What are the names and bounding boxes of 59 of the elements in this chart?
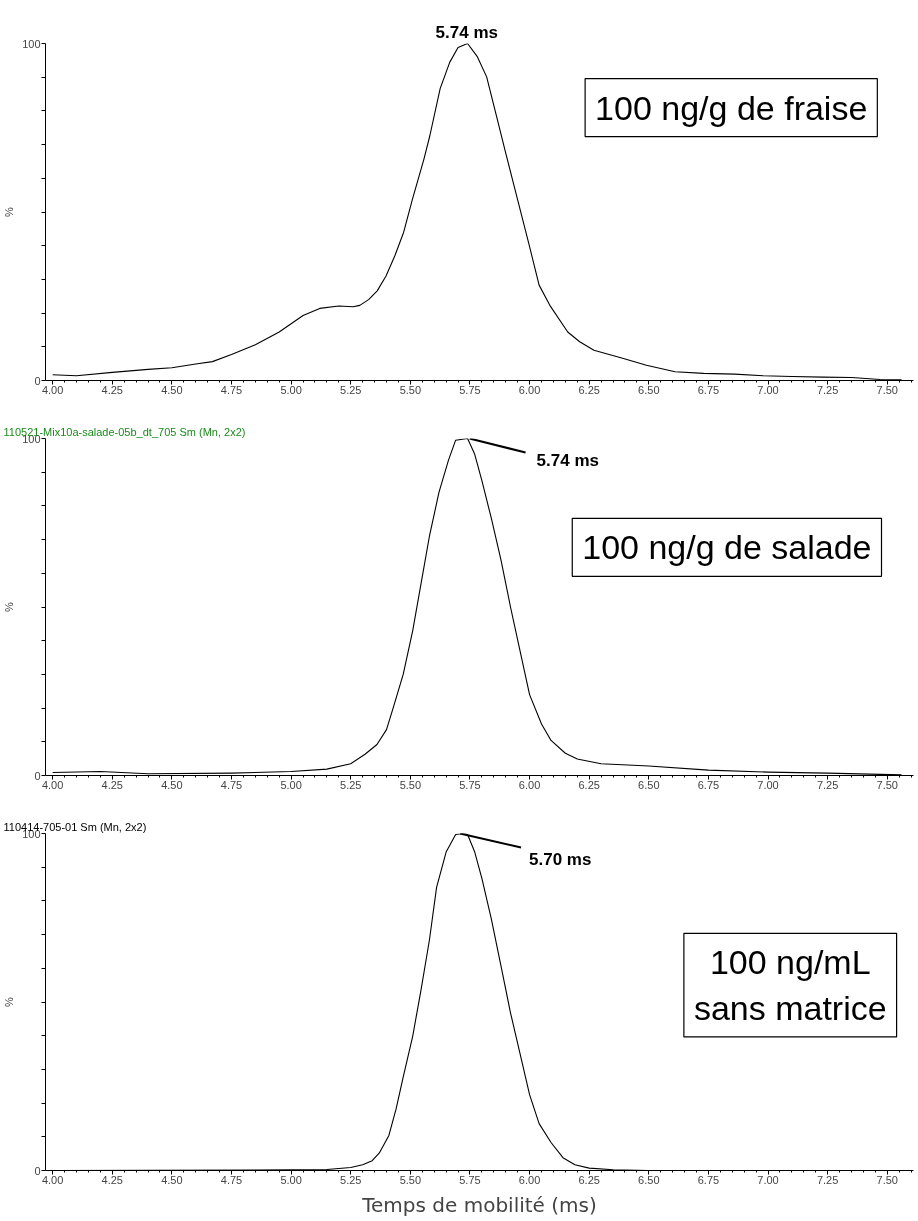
x-tick-label: 7.00 (757, 1173, 779, 1186)
x-tick-label: 7.25 (816, 383, 839, 396)
annotation: 100 ng/g de fraise (595, 88, 868, 127)
x-tick-label: 6.50 (638, 778, 660, 791)
x-tick-label: 4.25 (101, 1173, 123, 1186)
x-tick-label: 5.25 (340, 383, 362, 396)
x-tick-label: 4.75 (220, 778, 243, 791)
x-tick-label: 4.25 (101, 383, 123, 396)
text: 5.74 ms (435, 22, 498, 42)
x-tick-label: 6.50 (638, 1173, 660, 1186)
x-tick-label: 5.75 (459, 383, 481, 396)
x-tick-label: 5.75 (459, 778, 481, 791)
annotation: 5.70 ms (529, 850, 592, 869)
y-axis-title: % (3, 206, 16, 217)
annotation: 100 ng/g de salade (582, 528, 872, 567)
x-tick-label: 6.00 (518, 778, 541, 791)
x-tick-label: 6.25 (578, 778, 600, 791)
y-tick-label: 0 (34, 374, 41, 387)
annotation: 100 ng/mL sans matrice (693, 943, 887, 1027)
x-tick-label: 5.50 (399, 778, 422, 791)
x-tick-label: 7.50 (876, 383, 898, 396)
x-tick-label: 5.00 (280, 383, 302, 396)
y-axis-title: % (3, 996, 16, 1007)
x-tick-label: 4.00 (41, 778, 64, 791)
x-tick-label: 6.50 (638, 383, 660, 396)
x-tick-label: 4.00 (41, 1173, 64, 1186)
x-tick-label: 5.75 (459, 1173, 481, 1186)
x-tick-label: 5.00 (280, 1173, 302, 1186)
x-tick-label: 4.50 (161, 778, 183, 791)
x-tick-label: 6.25 (578, 383, 600, 396)
x-tick-label: 4.50 (161, 1173, 183, 1186)
y-tick-label: 100 (22, 37, 41, 50)
annotation: 5.74 ms (536, 451, 599, 470)
x-tick-label: 7.00 (757, 778, 779, 791)
x-tick-label: 5.50 (399, 383, 422, 396)
x-tick-label: 6.25 (578, 1173, 600, 1186)
x-tick-label: 7.50 (876, 778, 898, 791)
x-tick-label: 5.25 (340, 778, 362, 791)
y-tick-label: 0 (34, 1164, 41, 1177)
x-tick-label: 5.00 (280, 778, 302, 791)
x-tick-label: 4.75 (220, 1173, 243, 1186)
x-tick-label: 5.25 (340, 1173, 362, 1186)
x-tick-label: 4.00 (41, 383, 64, 396)
x-tick-label: 7.25 (816, 778, 839, 791)
x-axis-title: Temps de mobilité (ms) (361, 1192, 597, 1217)
x-tick-label: 4.75 (220, 383, 243, 396)
x-tick-label: 6.00 (518, 1173, 541, 1186)
x-tick-label: 4.50 (161, 383, 183, 396)
y-tick-label: 0 (34, 769, 41, 782)
y-axis-title: % (3, 601, 16, 612)
x-tick-label: 6.75 (697, 778, 720, 791)
x-tick-label: 7.25 (816, 1173, 839, 1186)
x-tick-label: 7.50 (876, 1173, 898, 1186)
x-tick-label: 6.75 (697, 383, 720, 396)
x-tick-label: 6.75 (697, 1173, 720, 1186)
x-tick-label: 5.50 (399, 1173, 422, 1186)
x-tick-label: 7.00 (757, 383, 779, 396)
x-tick-label: 4.25 (101, 778, 123, 791)
x-tick-label: 6.00 (518, 383, 541, 396)
